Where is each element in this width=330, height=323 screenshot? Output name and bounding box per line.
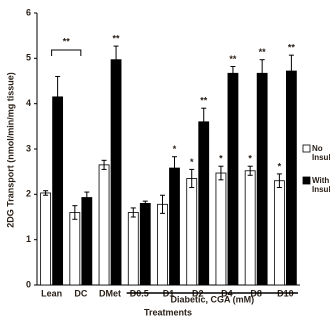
error-bar <box>201 107 207 136</box>
error-bar <box>43 190 49 196</box>
error-bar <box>113 45 119 74</box>
error-bar <box>276 173 282 189</box>
y-axis-label: 2DG Transport (nmol/min/mg tissue) <box>5 72 15 228</box>
bar <box>81 197 93 286</box>
bracket <box>51 49 82 56</box>
legend-label: No Insulin <box>312 144 330 162</box>
y-tick-label: 0 <box>26 279 31 289</box>
error-bar <box>218 165 224 181</box>
error-bar <box>288 54 294 88</box>
error-bar <box>130 207 136 218</box>
error-bar <box>160 194 165 214</box>
significance: ** <box>200 96 208 106</box>
error-bar <box>259 59 265 88</box>
x-tick-label: DMet <box>99 288 121 298</box>
bracket-label: ** <box>63 36 71 46</box>
error-bar <box>230 65 236 81</box>
significance: * <box>278 161 282 171</box>
bar <box>169 167 180 286</box>
significance: * <box>219 154 223 164</box>
error-bar <box>247 165 253 176</box>
y-tick-label: 6 <box>26 7 31 17</box>
error-bar <box>84 191 90 204</box>
significance: ** <box>229 54 237 64</box>
bar <box>98 164 110 286</box>
y-tick-label: 4 <box>26 98 31 108</box>
bar <box>198 121 210 286</box>
bar <box>110 59 122 286</box>
significance: ** <box>259 47 267 57</box>
group-label: Diabetic, CGA (mM) <box>170 294 254 304</box>
error-bar <box>189 168 195 189</box>
error-bar <box>101 159 107 170</box>
bar <box>69 212 81 286</box>
bar <box>40 192 52 286</box>
significance: * <box>190 157 194 167</box>
x-tick-label: Lean <box>41 288 62 298</box>
bar <box>215 172 227 286</box>
error-bar <box>55 75 61 118</box>
y-tick-label: 1 <box>26 234 31 244</box>
bar <box>256 72 268 286</box>
significance: ** <box>288 43 296 53</box>
bar <box>244 170 256 286</box>
y-tick-label: 3 <box>26 143 31 153</box>
bar <box>186 178 198 286</box>
bar <box>139 202 151 286</box>
y-tick-label: 5 <box>26 53 31 63</box>
y-tick-label: 2 <box>26 189 31 199</box>
bar <box>285 70 297 286</box>
bar <box>157 203 168 286</box>
error-bar <box>142 200 148 207</box>
bar <box>52 96 64 286</box>
significance: * <box>248 154 252 164</box>
legend-label: With Insulin <box>312 176 330 194</box>
error-bar <box>172 156 177 180</box>
bar <box>227 72 239 286</box>
significance: ** <box>113 33 121 43</box>
error-bar <box>72 205 78 220</box>
bar <box>273 180 285 286</box>
legend-swatch <box>302 176 311 185</box>
significance: * <box>173 144 177 154</box>
x-axis-label: Treatments <box>144 307 192 317</box>
x-tick-label: DC <box>74 288 87 298</box>
legend-swatch <box>302 144 311 153</box>
bar <box>127 212 139 286</box>
